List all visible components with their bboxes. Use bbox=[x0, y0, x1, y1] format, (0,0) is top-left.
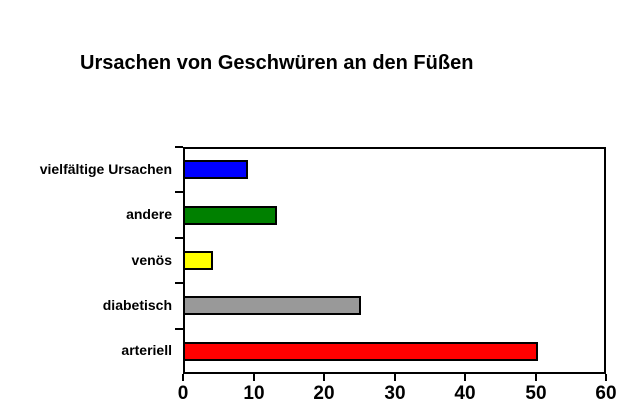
x-tick-label: 50 bbox=[525, 383, 547, 404]
y-axis-tick bbox=[175, 237, 183, 239]
bar-vielfältige-ursachen bbox=[183, 160, 248, 179]
category-label: diabetisch bbox=[102, 297, 172, 313]
x-tick-label: 10 bbox=[243, 383, 265, 404]
bar-venös bbox=[183, 251, 213, 270]
y-axis-tick bbox=[175, 191, 183, 193]
x-tick-label: 30 bbox=[384, 383, 406, 404]
chart-title: Ursachen von Geschwüren an den Füßen bbox=[80, 52, 474, 74]
x-tick-label: 0 bbox=[177, 383, 189, 404]
category-label: vielfältige Ursachen bbox=[39, 161, 172, 177]
y-axis-tick bbox=[175, 328, 183, 330]
x-axis-tick bbox=[182, 374, 184, 381]
x-axis-tick bbox=[323, 374, 325, 381]
x-tick-label: 60 bbox=[595, 383, 617, 404]
x-axis-tick bbox=[535, 374, 537, 381]
x-axis-tick bbox=[605, 374, 607, 381]
plot-area bbox=[183, 147, 606, 374]
y-axis-tick bbox=[175, 146, 183, 148]
bar-arteriell bbox=[183, 342, 538, 361]
x-tick-label: 20 bbox=[313, 383, 335, 404]
y-axis-tick bbox=[175, 282, 183, 284]
x-tick-label: 40 bbox=[454, 383, 476, 404]
x-axis-tick bbox=[464, 374, 466, 381]
x-axis-tick bbox=[253, 374, 255, 381]
bar-diabetisch bbox=[183, 296, 361, 315]
bar-andere bbox=[183, 206, 277, 225]
category-label: andere bbox=[126, 206, 172, 222]
x-axis-tick bbox=[394, 374, 396, 381]
category-label: arteriell bbox=[121, 342, 172, 358]
category-label: venös bbox=[131, 252, 172, 268]
